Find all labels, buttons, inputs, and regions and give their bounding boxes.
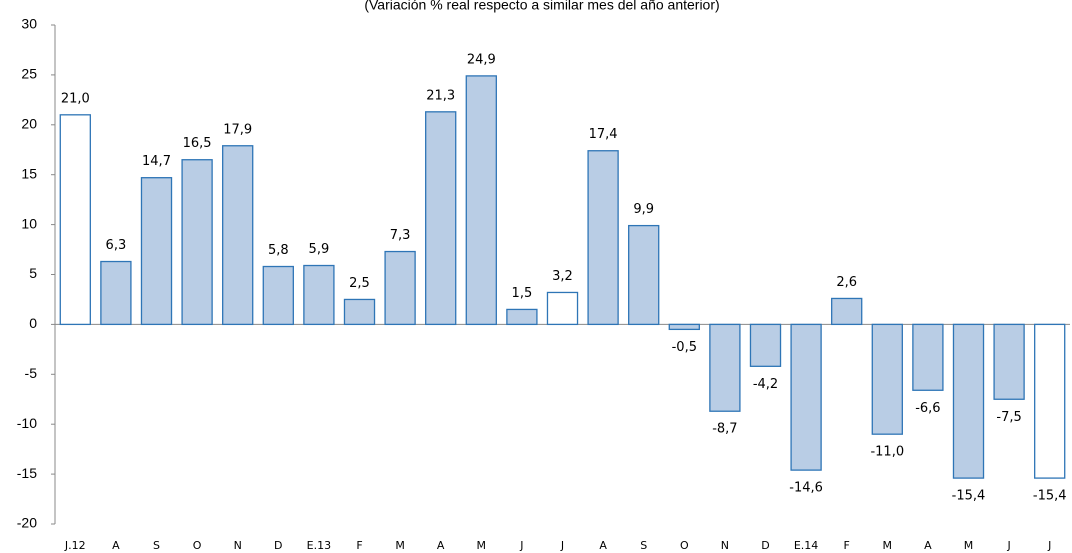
value-label: 24,9 [467, 52, 496, 67]
bar [59, 114, 91, 326]
x-tick-label: E.13 [307, 539, 331, 552]
bar [587, 150, 619, 326]
bar [181, 159, 213, 326]
x-tick-label: A [924, 539, 932, 552]
value-label: 1,5 [512, 286, 533, 301]
x-tick-label: J [1006, 539, 1010, 552]
x-tick-label: M [964, 539, 974, 552]
x-tick-label: D [761, 539, 769, 552]
x-tick-label: N [234, 539, 242, 552]
bar [993, 323, 1025, 400]
x-tick-label: E.14 [794, 539, 818, 552]
value-label: 7,3 [390, 228, 411, 243]
value-label: 6,3 [106, 238, 127, 253]
value-label: -6,6 [915, 401, 940, 416]
value-label: 2,5 [349, 276, 370, 291]
y-tick-label: 0 [29, 315, 37, 331]
bar [952, 323, 985, 479]
x-tick-label: J.12 [64, 539, 86, 552]
y-tick-label: -5 [25, 365, 38, 381]
y-tick-label: -20 [17, 515, 37, 531]
value-label: 21,0 [61, 91, 90, 106]
y-tick-label: 10 [21, 215, 37, 231]
x-tick-label: O [193, 539, 202, 552]
x-tick-label: M [477, 539, 487, 552]
x-tick-label: A [599, 539, 607, 552]
value-label: 14,7 [142, 154, 171, 169]
x-tick-label: J [560, 539, 564, 552]
bar [140, 177, 173, 326]
bar [668, 323, 700, 331]
value-label: 3,2 [552, 269, 573, 284]
bar [343, 298, 376, 326]
x-tick-label: J [1047, 539, 1051, 552]
bar [546, 291, 579, 326]
bar [384, 250, 416, 326]
value-label: -14,6 [789, 481, 823, 496]
value-label: -11,0 [870, 445, 904, 460]
value-label: 21,3 [426, 88, 455, 103]
bar [749, 323, 782, 367]
value-label: 9,9 [633, 202, 654, 217]
y-tick-label: -10 [17, 415, 37, 431]
x-tick-label: M [395, 539, 405, 552]
bar [303, 264, 335, 326]
x-tick-label: A [112, 539, 120, 552]
value-label: -4,2 [753, 377, 778, 392]
value-label: -8,7 [712, 422, 737, 437]
x-tick-label: N [721, 539, 729, 552]
x-tick-label: M [883, 539, 893, 552]
bar [871, 323, 903, 435]
value-label: -0,5 [672, 340, 697, 355]
value-label: 5,8 [268, 243, 289, 258]
y-tick-label: -15 [17, 465, 37, 481]
y-tick-label: 5 [29, 265, 37, 281]
value-label: -7,5 [996, 410, 1021, 425]
value-label: -15,4 [1033, 489, 1067, 504]
y-tick-label: 30 [21, 16, 37, 32]
value-label: 16,5 [183, 136, 212, 151]
bar [465, 75, 497, 326]
y-tick-label: 25 [21, 66, 37, 82]
bar [709, 323, 741, 412]
x-tick-label: S [153, 539, 160, 552]
bar [262, 265, 294, 326]
x-tick-label: F [356, 539, 362, 552]
bar [222, 145, 254, 326]
bar [628, 224, 660, 326]
x-tick-label: D [274, 539, 282, 552]
x-tick-label: A [437, 539, 445, 552]
bar [100, 260, 132, 326]
value-label: 17,9 [223, 122, 252, 137]
y-tick-label: 20 [21, 116, 37, 132]
bar [506, 308, 538, 326]
bar [831, 297, 863, 326]
x-tick-label: O [680, 539, 689, 552]
bar [425, 111, 457, 326]
x-tick-label: J [519, 539, 523, 552]
value-label: -15,4 [952, 489, 986, 504]
value-label: 17,4 [589, 127, 618, 142]
value-label: 2,6 [836, 275, 857, 290]
x-tick-label: F [844, 539, 850, 552]
x-tick-label: S [640, 539, 647, 552]
bar [790, 323, 822, 471]
value-label: 5,9 [309, 242, 330, 257]
bar [912, 323, 944, 391]
y-tick-label: 15 [21, 165, 37, 181]
chart-subtitle: (Variación % real respecto a similar mes… [364, 0, 719, 13]
bar [1034, 323, 1066, 479]
